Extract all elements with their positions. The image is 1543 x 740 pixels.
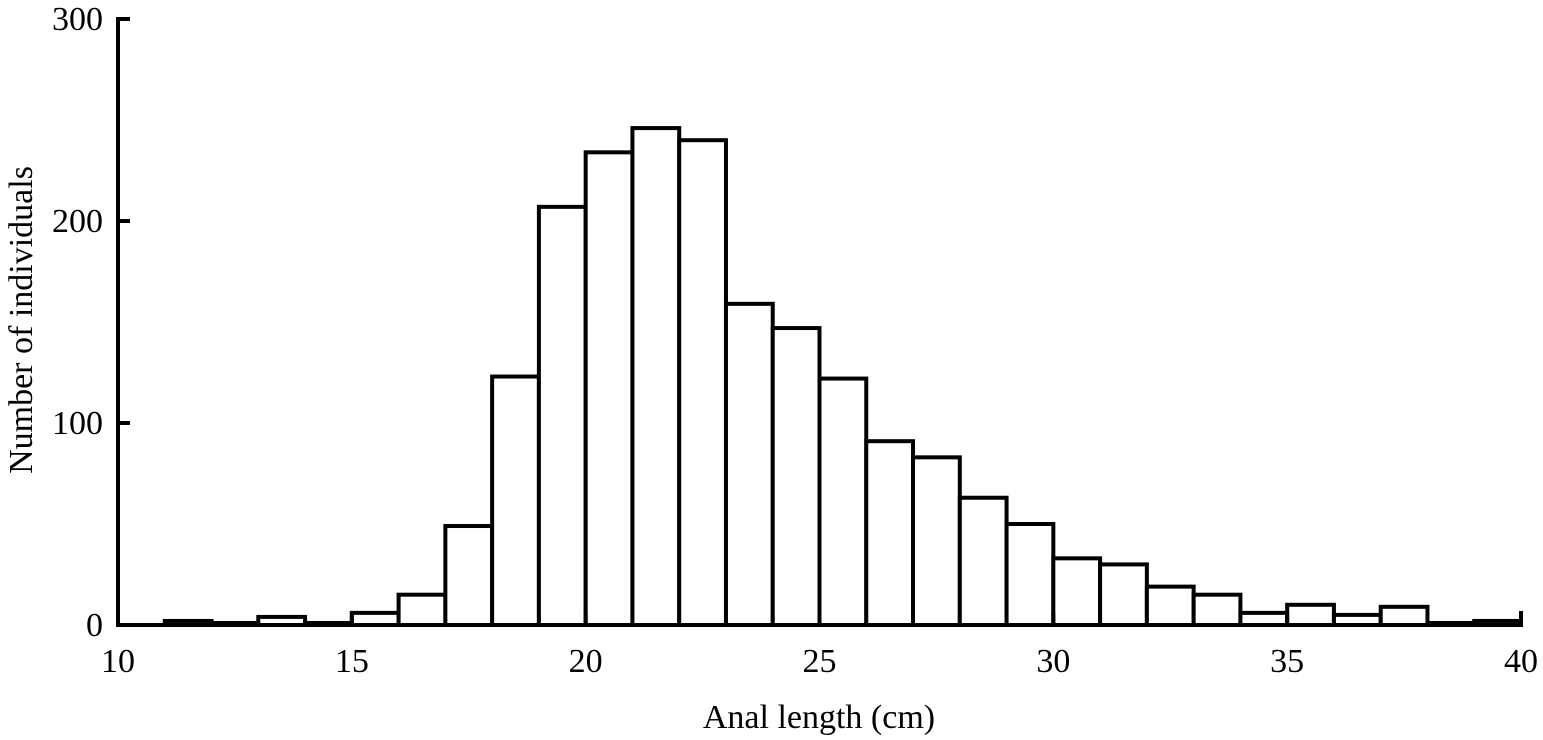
histogram-bar-18 (1004, 522, 1056, 627)
histogram-bar-6 (443, 524, 495, 628)
x-tick-label-2: 20 (569, 643, 603, 680)
y-axis-title: Number of individuals (3, 166, 40, 474)
histogram-bar-14 (817, 376, 869, 627)
histogram-bar-8 (536, 204, 588, 628)
x-tick-label-1: 15 (335, 643, 369, 680)
histogram-bar-10 (630, 126, 682, 628)
x-ticks-layer: 10 15 20 25 30 35 40 (101, 611, 1538, 680)
histogram-bar-15 (864, 439, 916, 627)
histogram-bar-20 (1098, 562, 1149, 628)
bars-layer (162, 126, 1523, 628)
x-axis-title: Anal length (cm) (703, 699, 935, 736)
histogram-bar-13 (770, 326, 822, 627)
histogram-bar-16 (911, 455, 962, 627)
histogram-bar-5 (396, 592, 448, 628)
histogram-bar-9 (583, 150, 635, 627)
histogram-bar-17 (957, 495, 1009, 627)
histogram-bar-24 (1285, 602, 1336, 627)
x-tick-label-6: 40 (1504, 643, 1538, 680)
x-tick-label-0: 10 (101, 643, 135, 680)
x-tick-label-3: 25 (803, 643, 837, 680)
histogram-bar-11 (677, 138, 728, 627)
histogram-bar-21 (1144, 584, 1196, 627)
histogram-bar-19 (1051, 556, 1103, 628)
histogram-bar-7 (490, 374, 541, 628)
histogram-bar-22 (1191, 592, 1243, 628)
y-tick-label-3: 300 (52, 1, 103, 38)
histogram-bar-12 (723, 301, 775, 627)
y-tick-label-0: 0 (86, 607, 103, 644)
x-tick-label-4: 30 (1036, 643, 1070, 680)
y-tick-label-1: 100 (52, 405, 103, 442)
histogram-bar-26 (1378, 604, 1430, 628)
y-tick-label-2: 200 (52, 203, 103, 240)
x-tick-label-5: 35 (1270, 643, 1304, 680)
y-ticks-layer: 0 100 200 300 (52, 1, 130, 644)
